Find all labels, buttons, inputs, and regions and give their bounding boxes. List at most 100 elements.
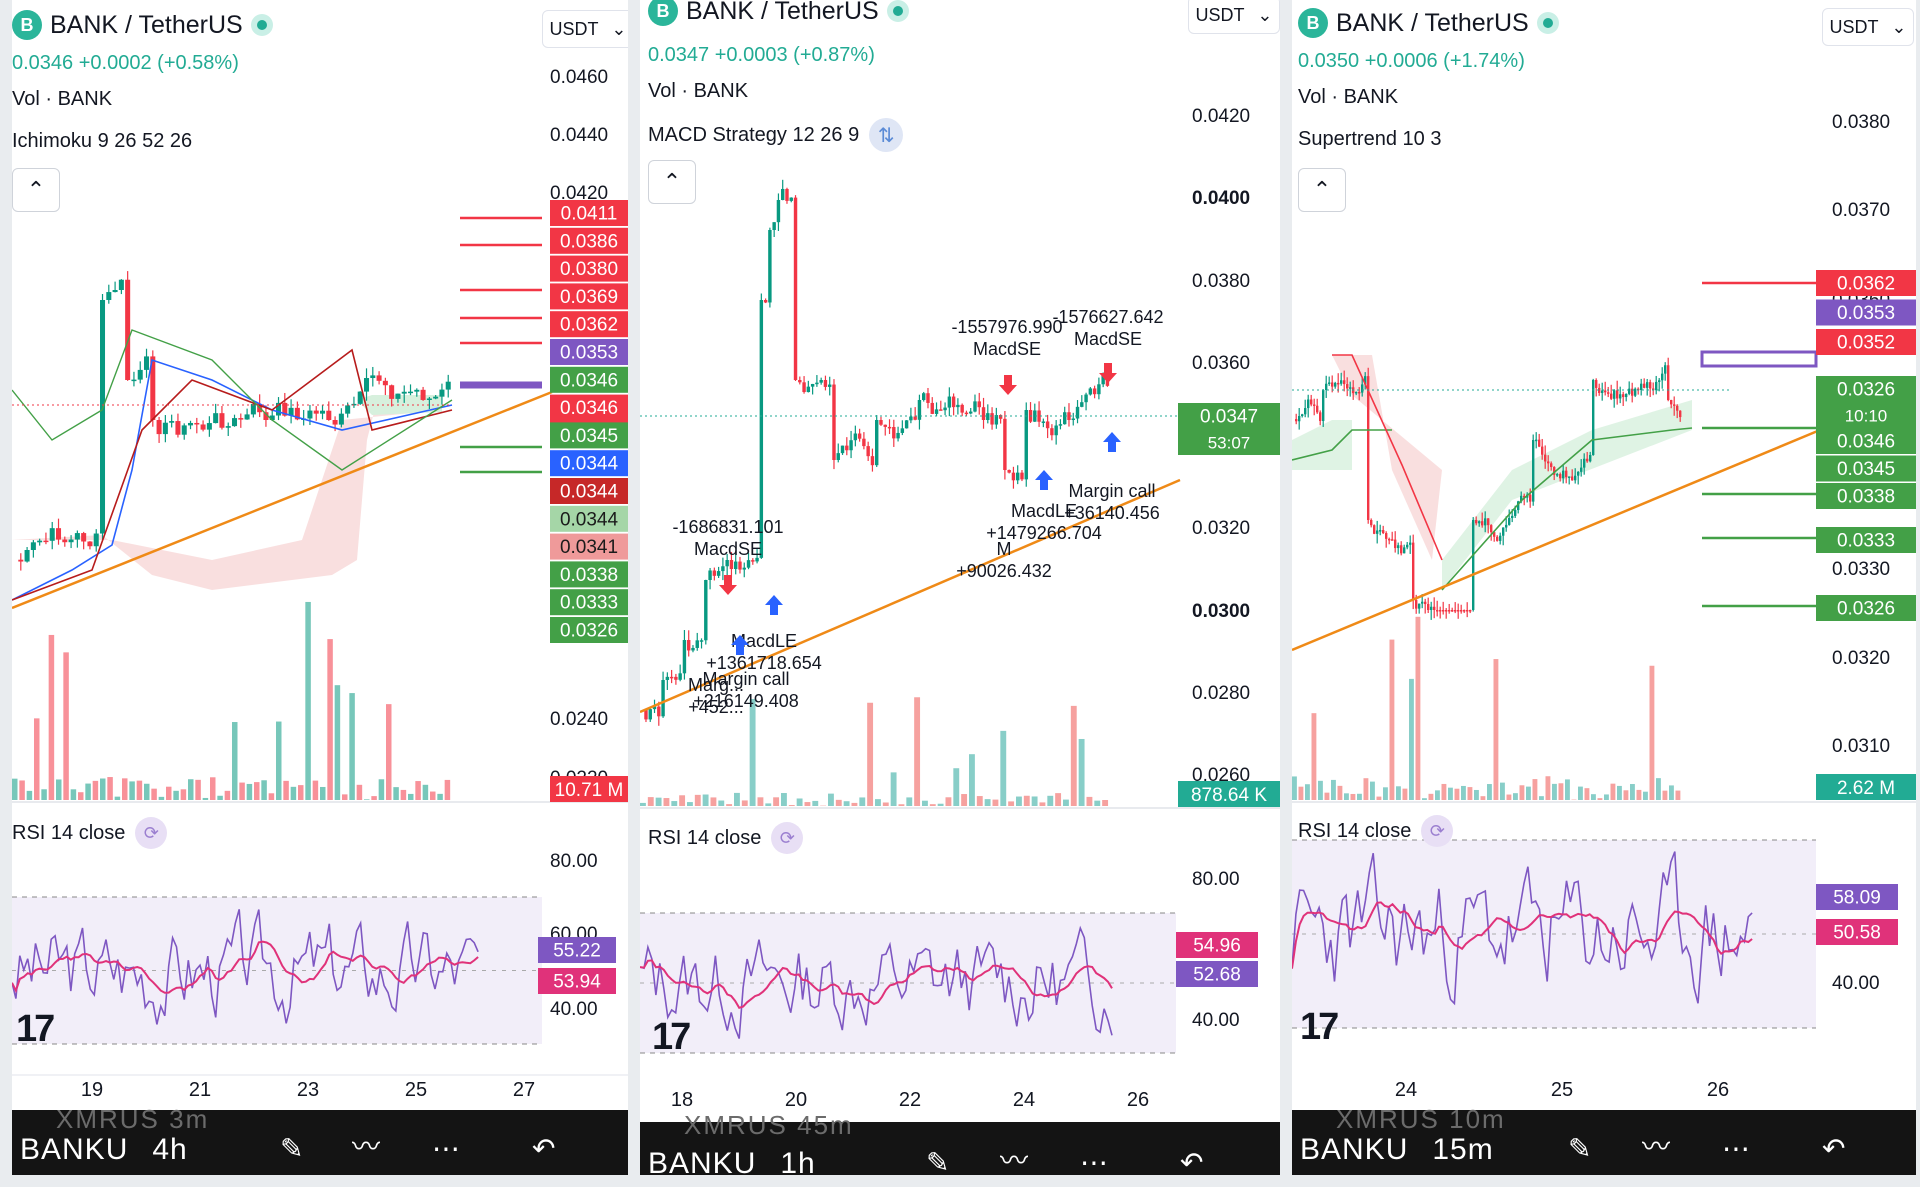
volume-legend[interactable]: Vol · BANK (12, 88, 113, 110)
candle-body (849, 440, 853, 451)
volume-bar (749, 699, 756, 806)
symbol-title[interactable]: BANK / TetherUS (1336, 8, 1529, 37)
candle-body (1646, 382, 1649, 388)
price-tag-label: 0.0352 (1837, 333, 1895, 354)
symbol-title[interactable]: BANK / TetherUS (686, 0, 879, 25)
volume-bar (1591, 794, 1596, 800)
back-icon[interactable]: ↶ (532, 1133, 556, 1164)
volume-bar (976, 796, 983, 806)
candle-body (669, 676, 674, 679)
candle-body (1415, 600, 1418, 609)
chart-panel-15m[interactable]: 0.03800.03700.03600.03300.03200.03100.03… (1292, 0, 1916, 1175)
symbol-timeframe[interactable]: BANKU 4h (20, 1133, 188, 1167)
volume-bar (158, 796, 165, 800)
candle-body (137, 369, 143, 380)
candle-body (1298, 416, 1301, 422)
volume-bar (1545, 776, 1551, 800)
volume-bar (1086, 796, 1093, 806)
candle-body (1403, 547, 1406, 554)
candle-body (1379, 530, 1382, 532)
candle-body (1391, 539, 1394, 541)
strategy-icon[interactable]: ⇅ (869, 118, 904, 152)
volume-bar (437, 793, 443, 800)
strategy-annotation-label: M (997, 539, 1012, 559)
indicators-icon[interactable]: 〰 (352, 1131, 381, 1162)
back-icon[interactable]: ↶ (1822, 1133, 1846, 1164)
indicators-icon[interactable]: 〰 (1000, 1145, 1029, 1175)
chart-canvas[interactable]: 0.04600.04400.04200.02400.02200.04110.03… (12, 0, 628, 1175)
volume-bar (992, 799, 999, 806)
candle-body (1463, 610, 1466, 612)
candle-body (896, 432, 900, 439)
more-icon[interactable]: ⋯ (1080, 1147, 1108, 1175)
currency-select[interactable]: USDT ⌄ (1822, 8, 1914, 46)
volume-bar (188, 779, 194, 800)
time-axis-label: 24 (1395, 1079, 1417, 1101)
candle-body (87, 541, 93, 547)
candle-body (1430, 606, 1433, 610)
indicator-legend[interactable]: Ichimoku 9 26 52 26 (12, 130, 192, 153)
pencil-icon[interactable]: ✎ (926, 1147, 950, 1175)
currency-select[interactable]: USDT ⌄ (542, 10, 628, 48)
refresh-icon[interactable]: ⟳ (135, 817, 168, 849)
collapse-legend-button[interactable]: ⌃ (12, 168, 60, 212)
volume-legend[interactable]: Vol · BANK (648, 80, 749, 102)
volume-bar (1409, 678, 1414, 800)
bottom-toolbar: XMRUS 45m BANKU 1h ✎ 〰 ⋯ ↶ (640, 1110, 1280, 1175)
volume-bar (953, 768, 960, 806)
candle-body (219, 413, 225, 428)
symbol-title[interactable]: BANK / TetherUS (50, 10, 243, 39)
more-icon[interactable]: ⋯ (1722, 1133, 1750, 1164)
rsi-legend[interactable]: RSI 14 close ⟳ (648, 822, 804, 854)
rsi-legend[interactable]: RSI 14 close ⟳ (12, 817, 168, 849)
chart-panel-4h[interactable]: 0.04600.04400.04200.02400.02200.04110.03… (12, 0, 628, 1175)
price-tag-label: 0.0362 (1837, 274, 1895, 295)
symbol-timeframe[interactable]: BANKU 15m (1300, 1133, 1494, 1167)
rsi-legend[interactable]: RSI 14 close ⟳ (1298, 815, 1454, 847)
volume-bar (19, 780, 25, 800)
back-icon[interactable]: ↶ (1180, 1147, 1204, 1175)
candle-body (1373, 525, 1376, 534)
volume-bar (1519, 785, 1525, 800)
volume-bar (1102, 800, 1109, 806)
volume-bar (875, 799, 881, 806)
candle-body (1316, 405, 1319, 413)
currency-select[interactable]: USDT ⌄ (1188, 0, 1280, 34)
more-icon[interactable]: ⋯ (432, 1133, 460, 1164)
volume-bar (393, 787, 399, 800)
price-axis-label: 0.0260 (1192, 765, 1250, 786)
volume-bar (78, 792, 84, 800)
candle-body (1562, 470, 1565, 479)
pencil-icon[interactable]: ✎ (1568, 1133, 1592, 1164)
collapse-legend-button[interactable]: ⌃ (648, 160, 696, 204)
refresh-icon[interactable]: ⟳ (1421, 815, 1454, 847)
candle-body (1367, 376, 1370, 520)
indicators-icon[interactable]: 〰 (1642, 1131, 1671, 1162)
candle-body (313, 410, 319, 414)
volume-legend[interactable]: Vol · BANK (1298, 86, 1399, 108)
volume-bar (1584, 788, 1590, 800)
volume-bar (734, 792, 740, 806)
candle-body (1067, 412, 1071, 420)
volume-bar (1597, 798, 1603, 800)
candle-body (802, 382, 806, 393)
candle-body (1475, 520, 1478, 524)
volume-bar (1506, 794, 1512, 800)
time-axis-label: 25 (1551, 1079, 1573, 1101)
candle-body (892, 427, 896, 439)
chart-canvas[interactable]: 0.03800.03700.03600.03300.03200.03100.03… (1292, 0, 1916, 1175)
collapse-legend-button[interactable]: ⌃ (1298, 168, 1346, 212)
symbol-timeframe[interactable]: BANKU 1h (648, 1147, 816, 1175)
candle-body (1331, 382, 1334, 387)
refresh-icon[interactable]: ⟳ (771, 822, 804, 854)
candle-body (244, 414, 250, 420)
chart-canvas[interactable]: -1557976.990MacdSE-1576627.642MacdSE-168… (640, 0, 1280, 1175)
indicator-legend[interactable]: Supertrend 10 3 (1298, 128, 1441, 151)
pencil-icon[interactable]: ✎ (280, 1133, 304, 1164)
indicator-legend[interactable]: MACD Strategy 12 26 9 ⇅ (648, 118, 904, 152)
strategy-annotation-value: MacdSE (973, 339, 1041, 359)
chart-panel-1h[interactable]: -1557976.990 MacdSE -1576627.642 MacdSE -168… (640, 0, 1280, 1175)
volume-bar (851, 802, 858, 806)
volume-bar (166, 786, 172, 800)
price-change-pct: (+0.87%) (793, 44, 875, 66)
